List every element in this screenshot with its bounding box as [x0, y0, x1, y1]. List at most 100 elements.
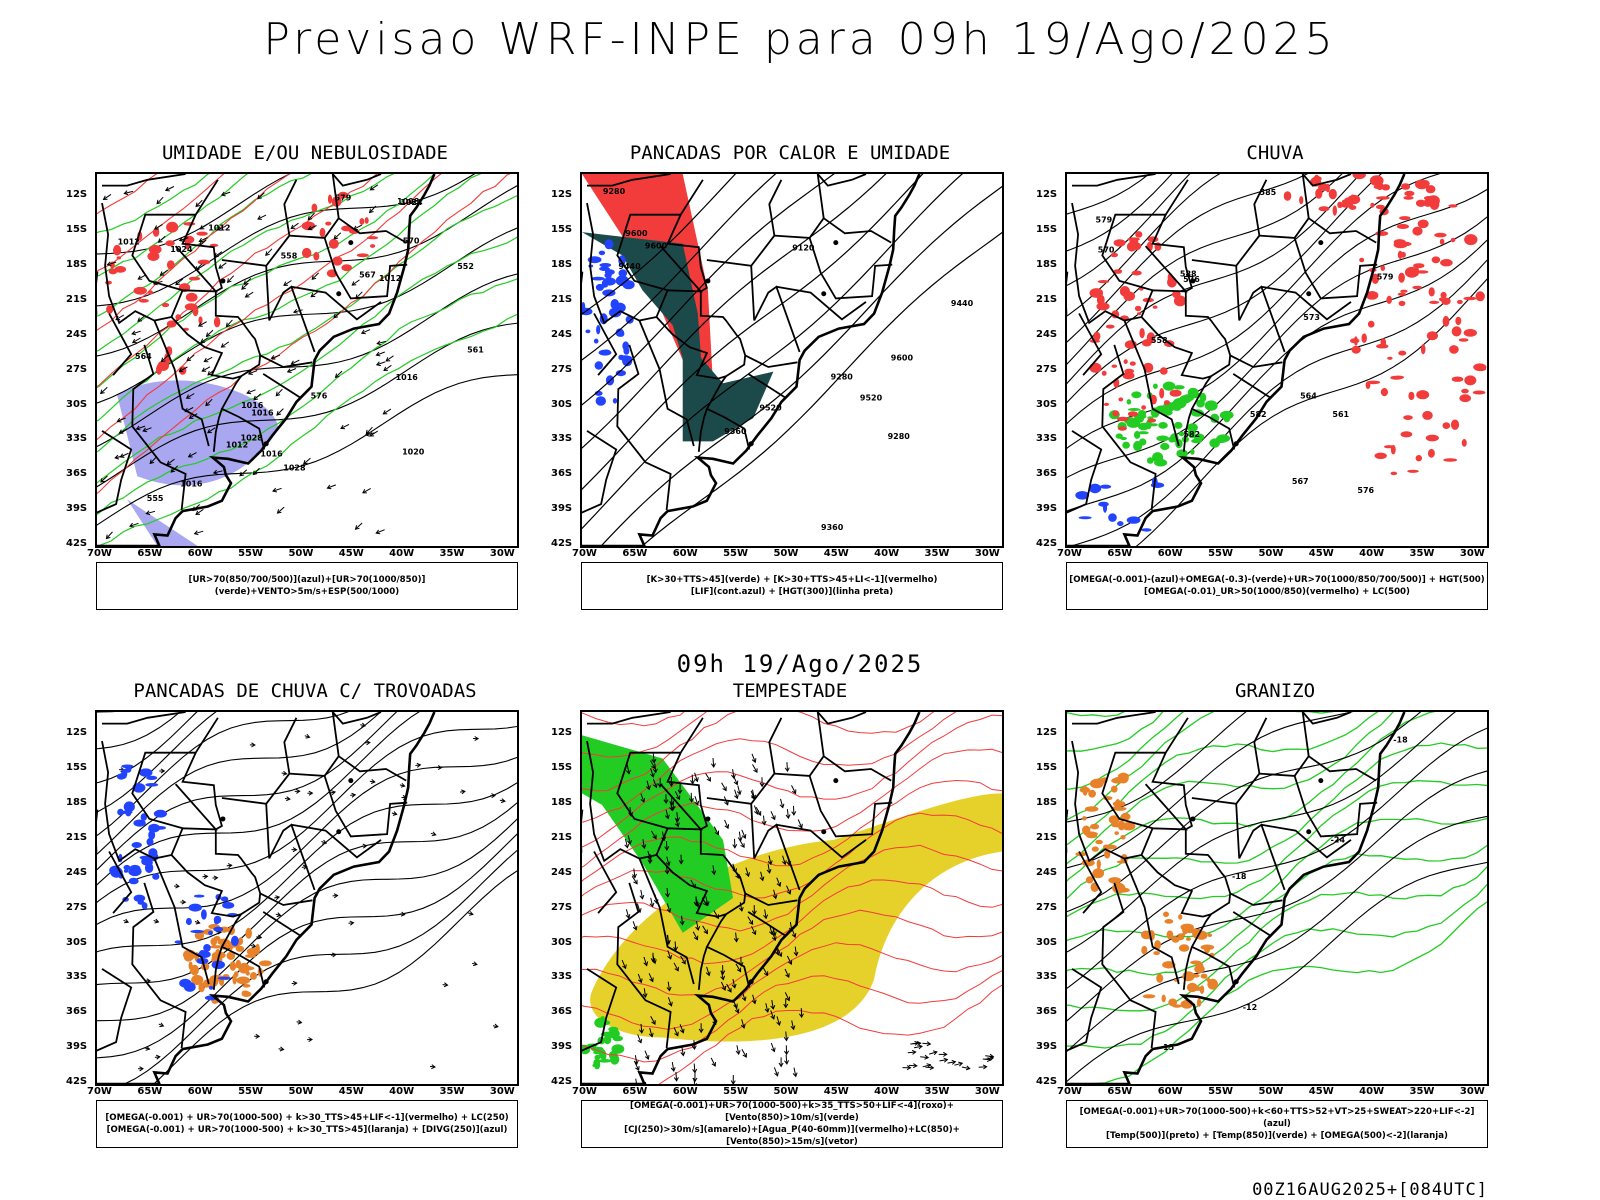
political-border [332, 174, 382, 187]
political-border [1191, 945, 1236, 988]
contour-label: 1016 [251, 409, 274, 418]
lat-tick-label: 27S [551, 363, 573, 375]
omega500-orange-area [1075, 772, 1136, 894]
panel-heat-showers: PANCADAS POR CALOR E UMIDADE 9600 9600 9600… [545, 142, 1035, 612]
political-border [774, 712, 825, 777]
legend-line: [OMEGA(-0.001)+UR>70(1000-500)+k<60+TTS>… [1079, 1107, 1475, 1129]
political-border [131, 882, 187, 1049]
lake [748, 979, 754, 985]
contour-label: 585 [1260, 188, 1277, 197]
lat-tick-label: 27S [551, 901, 573, 913]
lat-tick-label: 24S [551, 328, 573, 340]
lat-tick-label: 18S [551, 259, 573, 270]
political-border [153, 858, 210, 985]
political-border [1140, 854, 1212, 918]
lat-tick-label: 36S [66, 468, 88, 480]
lat-tick-label: 42S [551, 1076, 573, 1087]
political-border [638, 858, 695, 985]
panel-legend: [UR>70(850/700/500)](azul)+[UR>70(1000/8… [96, 562, 518, 610]
political-border [747, 911, 787, 938]
precipitable-water-contours [582, 712, 1002, 1084]
coastline [1067, 712, 1406, 1084]
contour-label: 564 [1300, 391, 1317, 400]
political-border [744, 892, 798, 906]
lat-tick-label: 33S [1036, 971, 1058, 983]
contour-label: 555 [147, 494, 164, 503]
contour-label: 576 [1357, 486, 1374, 495]
contour-label: 1016 [260, 450, 283, 459]
lat-tick-label: 36S [551, 468, 573, 480]
lake [336, 829, 342, 835]
lake [705, 278, 711, 284]
divg-blue-area [174, 894, 239, 1001]
lat-tick-label: 18S [551, 797, 573, 808]
lat-tick-label: 24S [66, 866, 88, 878]
lon-tick-label: 65W [1107, 548, 1133, 559]
lon-tick-label: 70W [572, 1086, 597, 1097]
political-border [1235, 803, 1241, 859]
contour-label: 558 [1151, 336, 1168, 345]
political-border [181, 179, 262, 452]
lat-tick-label: 33S [1036, 433, 1058, 445]
map-plot [580, 710, 1004, 1086]
lon-tick-label: 50W [773, 548, 799, 559]
coastline [97, 174, 436, 546]
contour-label: 1028 [241, 433, 264, 442]
lat-tick-label: 18S [1036, 259, 1058, 270]
lake [821, 829, 827, 835]
lat-tick-label: 21S [551, 293, 573, 305]
lake [263, 441, 269, 447]
political-border [750, 803, 756, 859]
political-border [655, 854, 727, 918]
lat-tick-label: 18S [66, 259, 88, 270]
contour-label: 9600 [625, 229, 648, 238]
lon-tick-label: 60W [187, 548, 213, 559]
lake [833, 778, 839, 784]
lat-tick-label: 27S [1036, 901, 1058, 913]
legend-line: [LIF](cont.azul) + [HGT(300)](linha pret… [690, 587, 894, 597]
lon-tick-label: 65W [622, 1086, 648, 1097]
lon-tick-label: 50W [1258, 1086, 1284, 1097]
political-border [1101, 751, 1166, 830]
panel-legend: [OMEGA(-0.001)+UR>70(1000-500)+k<60+TTS>… [1066, 1100, 1488, 1148]
legend-line: [OMEGA(-0.001)+UR>70(1000-500)+k>35_TTS>… [630, 1101, 954, 1123]
lif-blue-contours [582, 239, 635, 406]
lat-tick-label: 12S [1036, 727, 1058, 739]
rain-red-area [1283, 174, 1440, 216]
lon-tick-label: 30W [974, 1086, 1000, 1097]
political-border [587, 712, 671, 725]
panel-title: UMIDADE E/OU NEBULOSIDADE [162, 142, 448, 164]
political-border [262, 373, 302, 400]
political-border [221, 407, 266, 450]
legend-line: [OMEGA(-0.001)-(azul)+OMEGA(-0.3)-(verde… [1069, 575, 1485, 585]
contour-label: 1016 [241, 401, 264, 410]
contour-label: 552 [457, 262, 474, 271]
contour-label: 579 [1377, 272, 1394, 281]
political-border [1067, 968, 1103, 1052]
political-border [1191, 407, 1236, 450]
lat-tick-label: 39S [551, 503, 573, 515]
contour-label: 576 [311, 391, 328, 400]
political-border [744, 354, 798, 368]
lat-tick-label: 15S [1036, 224, 1058, 236]
political-border [1067, 430, 1103, 514]
coastline [582, 174, 921, 546]
temp850-contours [1067, 712, 1487, 1084]
red-area [301, 191, 379, 278]
lat-tick-label: 24S [1036, 328, 1058, 340]
lon-tick-label: 35W [1409, 548, 1435, 559]
political-border [616, 751, 681, 830]
lat-tick-label: 24S [551, 866, 573, 878]
contour-label: 1012 [118, 238, 140, 247]
lon-tick-label: 50W [773, 1086, 799, 1097]
valid-time-subtitle: 09h 19/Ago/2025 [676, 650, 924, 678]
lon-tick-label: 55W [723, 1086, 749, 1097]
political-border [97, 430, 133, 514]
political-border [586, 202, 703, 325]
contour-label: -24 [1331, 836, 1346, 845]
political-border [1151, 717, 1232, 990]
lon-tick-label: 45W [338, 548, 364, 559]
contour-label: 567 [359, 270, 376, 279]
lat-tick-label: 42S [1036, 538, 1058, 549]
temp500-contours [1067, 712, 1487, 1083]
